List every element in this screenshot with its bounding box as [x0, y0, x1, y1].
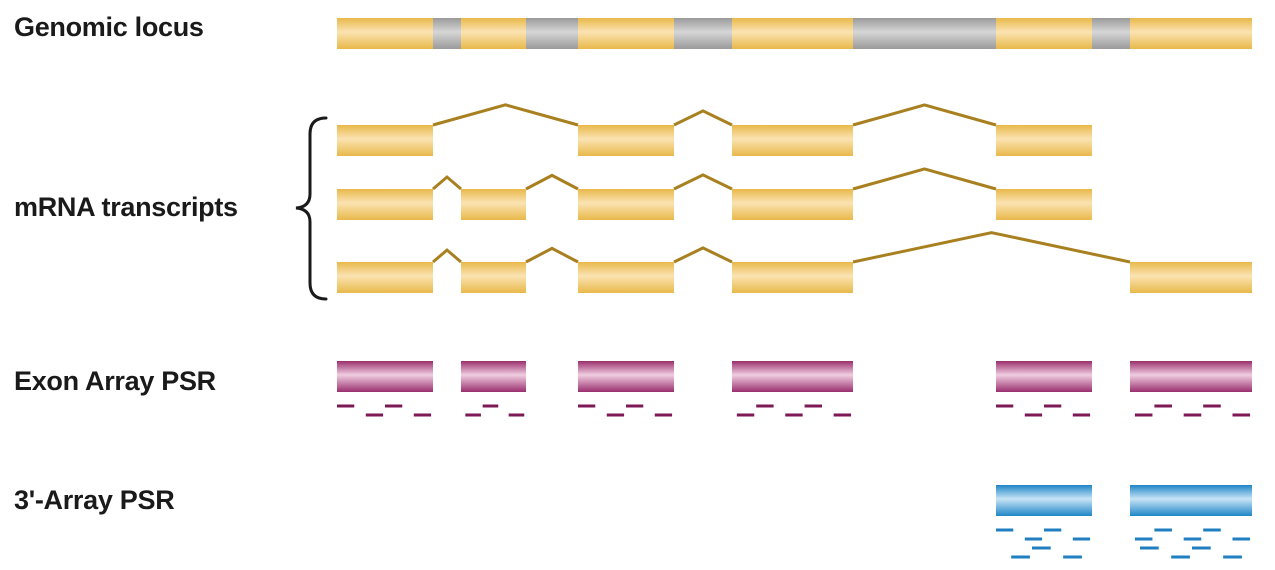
exon-psr-bar — [996, 361, 1092, 392]
locus-exon-4 — [732, 18, 853, 49]
transcripts-brace — [295, 116, 328, 301]
transcript-1-exon-5 — [996, 125, 1092, 156]
three-prime-psr-bar — [1130, 485, 1252, 516]
exon-psr-1 — [337, 361, 433, 417]
transcript-3-exon-3 — [578, 262, 674, 293]
exon-psr-6 — [1130, 361, 1252, 417]
transcript-2-exon-3 — [578, 189, 674, 220]
splice-junction — [525, 173, 579, 191]
splice-junction — [432, 175, 462, 191]
splice-junction — [673, 246, 733, 264]
three-prime-array-psr-track — [996, 485, 1252, 559]
splice-junction — [673, 109, 733, 127]
exon-array-psr-label: Exon Array PSR — [14, 366, 216, 396]
locus-exon-5 — [996, 18, 1092, 49]
exon-psr-5 — [996, 361, 1092, 417]
transcript-1-exon-4 — [732, 125, 853, 156]
exon-array-psr-track — [337, 361, 1252, 417]
exon-psr-bar — [732, 361, 853, 392]
locus-exon-6 — [1130, 18, 1252, 49]
transcript-2-exon-4 — [732, 189, 853, 220]
splice-junction — [432, 248, 462, 264]
three-prime-psr-5 — [996, 485, 1092, 559]
exon-psr-2 — [461, 361, 526, 417]
exon-psr-bar — [1130, 361, 1252, 392]
locus-exon-3 — [578, 18, 674, 49]
three-prime-array-psr-label: 3'-Array PSR — [14, 485, 175, 515]
transcript-1-exon-3 — [578, 125, 674, 156]
splice-junction — [852, 231, 1131, 264]
three-prime-psr-6 — [1130, 485, 1252, 559]
transcript-3 — [337, 231, 1252, 293]
mrna-transcripts-label: mRNA transcripts — [14, 192, 238, 222]
transcript-2-exon-2 — [461, 189, 526, 220]
splice-junction — [525, 246, 579, 264]
exon-psr-bar — [337, 361, 433, 392]
transcript-1-exon-1 — [337, 125, 433, 156]
transcript-3-exon-1 — [337, 262, 433, 293]
transcript-2-exon-1 — [337, 189, 433, 220]
transcript-3-exon-4 — [732, 262, 853, 293]
mrna-transcripts-track — [337, 103, 1252, 293]
genomic-locus-track — [337, 18, 1252, 49]
exon-psr-3 — [578, 361, 674, 417]
exon-psr-bar — [578, 361, 674, 392]
splice-junction — [852, 167, 997, 191]
locus-exon-1 — [337, 18, 433, 49]
transcript-3-exon-2 — [461, 262, 526, 293]
transcript-2 — [337, 167, 1092, 220]
transcript-1 — [337, 103, 1092, 156]
splice-junction — [852, 103, 997, 127]
exon-psr-4 — [732, 361, 853, 417]
three-prime-psr-bar — [996, 485, 1092, 516]
splice-junction — [432, 103, 579, 127]
transcript-2-exon-5 — [996, 189, 1092, 220]
splice-junction — [673, 173, 733, 191]
exon-psr-bar — [461, 361, 526, 392]
genomic-locus-label: Genomic locus — [14, 12, 204, 42]
locus-exon-2 — [461, 18, 526, 49]
transcript-3-exon-6 — [1130, 262, 1252, 293]
